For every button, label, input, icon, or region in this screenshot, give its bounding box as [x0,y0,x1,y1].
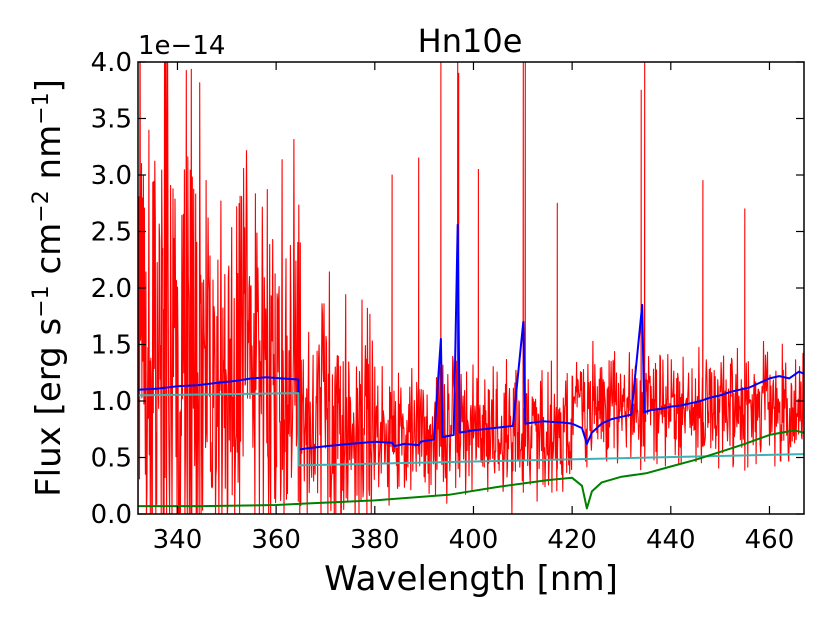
x-tick-label: 440 [646,525,696,555]
y-tick-label: 1.0 [91,387,132,417]
x-tick-label: 340 [153,525,203,555]
y-tick-label: 4.0 [91,48,132,78]
y-tick-label: 2.0 [91,274,132,304]
y-tick-label: 3.5 [91,105,132,135]
x-axis-label: Wavelength [nm] [324,559,618,599]
series-continuum [138,392,804,467]
y-tick-label: 2.5 [91,218,132,248]
y-tick-label: 0.0 [91,500,132,530]
x-tick-label: 420 [547,525,597,555]
x-tick-label: 380 [350,525,400,555]
y-tick-label: 0.5 [91,444,132,474]
x-tick-label: 460 [745,525,795,555]
y-axis: 0.0 0.5 1.0 1.5 2.0 2.5 3.0 3.5 4.0 [91,48,804,530]
y-tick-label: 3.0 [91,161,132,191]
x-tick-label: 400 [449,525,499,555]
x-axis: 340 360 380 400 420 440 460 [153,62,795,555]
series-observed [138,62,804,514]
chart-title: Hn10e [418,22,523,60]
y-tick-label: 1.5 [91,331,132,361]
x-tick-label: 360 [251,525,301,555]
axis-offset-label: 1e−14 [138,31,225,61]
series-layer [138,62,804,514]
series-residual [138,429,804,510]
y-axis-label: Flux [erg s−1 cm−2 nm−1] [29,79,69,497]
